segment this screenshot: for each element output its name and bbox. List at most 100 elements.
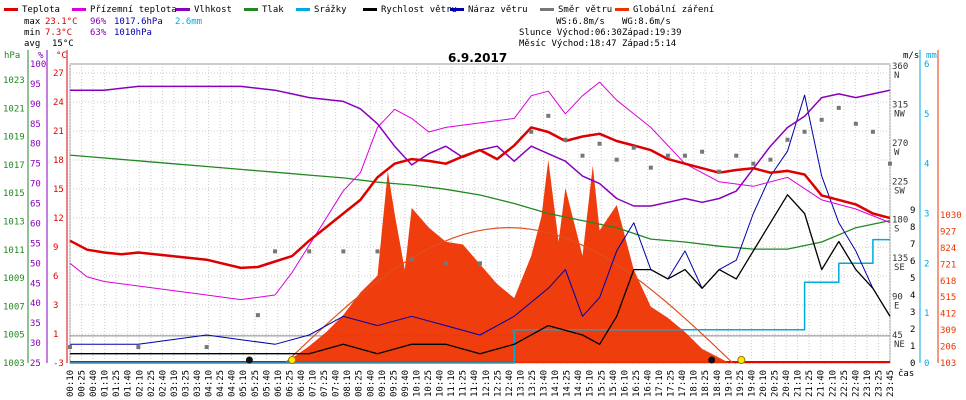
x-tick: 06:25: [285, 370, 295, 397]
x-tick: 12:40: [505, 370, 515, 397]
direction-tick: 180: [892, 216, 908, 226]
pct-tick: 55: [30, 239, 41, 249]
pct-tick: 45: [30, 279, 41, 289]
wind-direction-point: [341, 249, 346, 254]
stat-max-temp: 23.1°C: [45, 17, 78, 27]
direction-tick: 45: [892, 331, 903, 341]
stat-min-temp: 7.3°C: [45, 28, 72, 38]
direction-tick: 135: [892, 254, 908, 264]
wind-direction-point: [717, 169, 722, 174]
c-tick: 6: [53, 272, 58, 282]
series-temperature: [69, 126, 891, 270]
c-unit: °C: [56, 51, 67, 61]
pct-tick: 25: [30, 359, 41, 369]
x-tick: 21:25: [805, 370, 815, 397]
ms-tick: 7: [910, 240, 915, 250]
axes: hPa% °C1023102110191017101510131011100910…: [3, 50, 962, 397]
legend-swatch: [296, 8, 310, 11]
x-tick: 22:25: [840, 370, 850, 397]
direction-tick: 360: [892, 62, 908, 72]
x-tick: 21:40: [817, 370, 827, 397]
sunset-marker: [737, 356, 746, 364]
sunrise-marker: [288, 356, 297, 364]
wind-direction-point: [819, 117, 824, 122]
wind-direction-point: [136, 345, 141, 350]
wind-direction-point: [68, 345, 72, 350]
direction-tick: 90: [892, 293, 903, 303]
info-sun-set: Západ:19:39: [622, 28, 682, 38]
x-tick: 15:10: [586, 370, 596, 397]
x-tick: 00:40: [89, 370, 99, 397]
x-tick: 03:25: [181, 370, 191, 397]
x-tick: 18:10: [690, 370, 700, 397]
moonrise-marker: [708, 356, 716, 364]
wind-direction-point: [273, 249, 277, 254]
x-tick: 08:25: [355, 370, 365, 397]
direction-tick: 225: [892, 177, 908, 187]
x-tick: 16:10: [620, 370, 630, 397]
direction-tick-label: W: [894, 148, 900, 158]
x-tick: 03:40: [193, 370, 203, 397]
x-tick: 13:25: [528, 370, 538, 397]
hpa-tick: 1023: [3, 76, 25, 86]
hpa-tick: 1015: [3, 189, 25, 199]
wind-direction-point: [204, 345, 209, 350]
c-tick: 1: [53, 330, 58, 340]
x-tick: 04:40: [228, 370, 238, 397]
x-tick: 05:40: [262, 370, 272, 397]
wind-direction-point: [734, 153, 739, 158]
wind-direction-point: [802, 129, 807, 134]
x-tick: 18:25: [701, 370, 711, 397]
legend-label: Srážky: [314, 5, 347, 15]
c-tick: -3: [53, 359, 64, 369]
c-tick: 3: [53, 301, 58, 311]
x-tick: 01:10: [101, 370, 111, 397]
pct-tick: 60: [30, 219, 41, 229]
wind-direction-point: [888, 161, 892, 166]
hpa-tick: 1003: [3, 359, 25, 369]
legend-swatch: [363, 8, 377, 11]
wind-direction-point: [631, 145, 636, 150]
mm-tick: 5: [924, 110, 929, 120]
direction-tick: 315: [892, 100, 908, 110]
rad-tick: 206: [940, 343, 956, 353]
rad-tick: 721: [940, 260, 956, 270]
info-moon: Měsíc Východ:18:47: [519, 39, 617, 49]
direction-tick-label: NE: [894, 340, 905, 350]
x-tick: 06:10: [274, 370, 284, 397]
legend-label: Přízemní teplota: [90, 5, 177, 15]
x-tick: 22:10: [828, 370, 838, 397]
x-tick: 08:10: [343, 370, 353, 397]
pct-tick: 40: [30, 299, 41, 309]
direction-tick-label: NW: [894, 109, 905, 119]
c-tick: 21: [53, 127, 64, 137]
pct-tick: 100: [30, 60, 46, 70]
pct-tick: 65: [30, 200, 41, 210]
wind-direction-point: [665, 153, 670, 158]
legend-swatch: [540, 8, 554, 11]
legend-label: Směr větru: [558, 5, 612, 15]
pct-tick: 80: [30, 140, 41, 150]
series-ground-temp: [69, 81, 891, 301]
rad-tick: 309: [940, 326, 956, 336]
wind-direction-point: [700, 149, 705, 154]
info-wg: WG:8.6m/s: [622, 17, 671, 27]
wind-direction-point: [478, 261, 482, 266]
legend-label: Globální záření: [633, 5, 714, 15]
moonset-marker: [245, 356, 253, 364]
hpa-tick: 1011: [3, 246, 25, 256]
c-tick: 12: [53, 214, 64, 224]
pct-tick: 70: [30, 180, 41, 190]
pct-tick: 75: [30, 160, 41, 170]
wind-direction-point: [785, 137, 790, 142]
legend-label: Rychlost větru: [381, 5, 457, 15]
x-tick: 03:10: [170, 370, 180, 397]
direction-tick-label: N: [894, 71, 899, 81]
wind-direction-point: [255, 313, 260, 318]
x-tick: 14:40: [574, 370, 584, 397]
x-tick: 09:25: [389, 370, 399, 397]
x-tick: 01:40: [124, 370, 134, 397]
hpa-tick: 1017: [3, 161, 25, 171]
x-tick: 05:25: [251, 370, 261, 397]
